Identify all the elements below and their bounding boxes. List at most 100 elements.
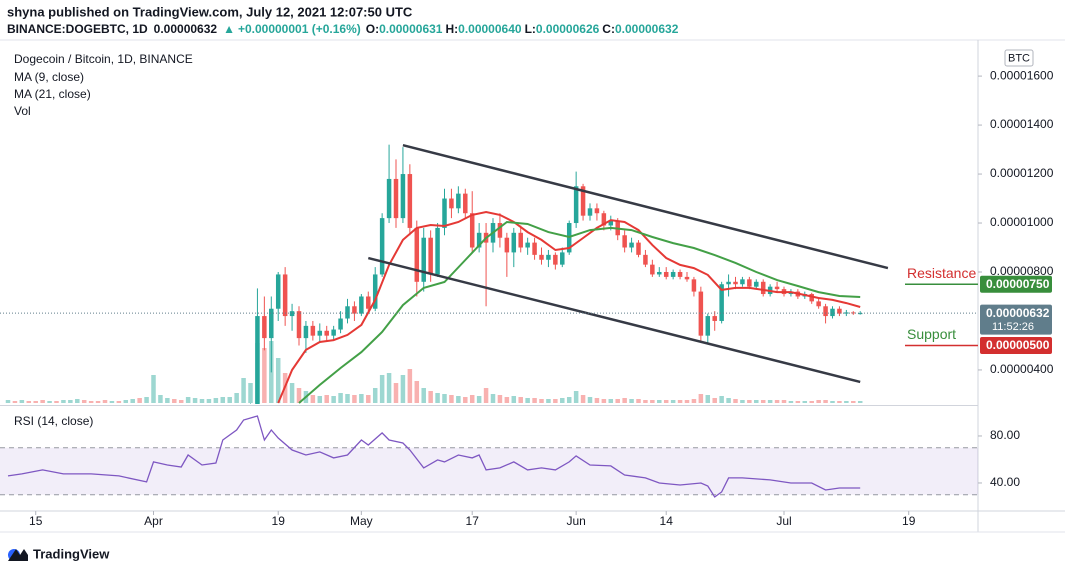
volume-bar bbox=[192, 398, 198, 403]
volume-bar bbox=[12, 401, 18, 403]
byline: shyna published on TradingView.com, July… bbox=[7, 4, 413, 19]
volume-bar bbox=[587, 397, 593, 403]
x-tick-label: May bbox=[350, 514, 373, 528]
volume-bar bbox=[566, 397, 572, 403]
level-label: Resistance bbox=[907, 265, 976, 281]
volume-bar bbox=[463, 397, 468, 403]
volume-bar bbox=[712, 398, 717, 403]
volume-bar bbox=[428, 391, 433, 403]
candle-body bbox=[289, 311, 295, 317]
candle-body bbox=[379, 218, 385, 275]
volume-bar bbox=[760, 400, 766, 403]
ohlc-value: 0.00000631 bbox=[379, 22, 443, 36]
volume-bar bbox=[88, 401, 94, 403]
volume-bar bbox=[275, 358, 281, 403]
volume-bar bbox=[643, 400, 648, 403]
volume-bar bbox=[518, 397, 523, 403]
volume-bar bbox=[740, 400, 745, 403]
volume-bar bbox=[594, 398, 600, 403]
y-tick-label: 0.00001600 bbox=[990, 68, 1054, 82]
candle-body bbox=[726, 281, 731, 285]
volume-bar bbox=[102, 400, 108, 403]
candle-body bbox=[719, 284, 724, 321]
candle-body bbox=[622, 235, 627, 248]
candle-body bbox=[421, 237, 426, 282]
x-tick-label: Apr bbox=[144, 514, 163, 528]
candle-body bbox=[269, 308, 274, 339]
candle-body bbox=[823, 306, 828, 317]
volume-bar bbox=[504, 397, 510, 403]
volume-bar bbox=[414, 381, 420, 403]
volume-bar bbox=[345, 394, 350, 403]
volume-bar bbox=[352, 395, 357, 403]
volume-bar bbox=[199, 399, 205, 403]
volume-bar bbox=[677, 400, 683, 403]
y-tick-label: 0.00000400 bbox=[990, 362, 1054, 376]
candle-body bbox=[511, 232, 517, 253]
volume-bar bbox=[553, 399, 558, 403]
candle-body bbox=[532, 242, 537, 255]
candle-body bbox=[386, 178, 392, 219]
candle-body bbox=[760, 281, 766, 295]
price: 0.00000632 bbox=[154, 22, 218, 36]
candle-body bbox=[601, 213, 607, 226]
volume-bar bbox=[788, 401, 794, 403]
candle-body bbox=[317, 330, 323, 336]
volume-bar bbox=[379, 375, 385, 403]
candle-body bbox=[740, 279, 745, 285]
volume-bar bbox=[636, 399, 641, 403]
volume-bar bbox=[241, 378, 246, 403]
volume-bar bbox=[684, 400, 690, 403]
x-tick-label: 19 bbox=[272, 514, 286, 528]
candle-body bbox=[698, 291, 704, 336]
candle-body bbox=[553, 254, 558, 265]
volume-bar bbox=[109, 401, 115, 403]
volume-bar bbox=[816, 400, 821, 403]
volume-bar bbox=[823, 400, 828, 403]
candle-body bbox=[428, 237, 433, 275]
candle-body bbox=[407, 174, 413, 228]
rsi-pane bbox=[0, 415, 978, 498]
volume-bar bbox=[560, 398, 565, 403]
candle-body bbox=[774, 286, 780, 290]
volume-bar bbox=[68, 400, 73, 403]
y-tick-label: 0.00001200 bbox=[990, 166, 1054, 180]
symbol: BINANCE:DOGEBTC, 1D bbox=[7, 22, 148, 36]
candle-body bbox=[282, 274, 288, 317]
volume-bar bbox=[165, 398, 170, 403]
volume-bar bbox=[185, 397, 191, 403]
y-tick-label: 0.00001000 bbox=[990, 215, 1054, 229]
legend-ma9: MA (9, close) bbox=[14, 70, 84, 84]
candle-body bbox=[580, 186, 586, 216]
volume-bar bbox=[95, 401, 101, 403]
volume-bar bbox=[5, 400, 11, 403]
candle-body bbox=[594, 208, 600, 214]
trend-line bbox=[367, 256, 861, 384]
volume-bar bbox=[705, 395, 711, 403]
candle-body bbox=[629, 242, 634, 248]
volume-bar bbox=[857, 401, 863, 403]
volume-bar bbox=[601, 399, 607, 403]
candle-body bbox=[338, 318, 343, 330]
candle-body bbox=[414, 227, 420, 282]
change: +0.00000001 (+0.16%) bbox=[238, 22, 361, 36]
price-pane bbox=[0, 143, 978, 404]
volume-bar bbox=[206, 399, 212, 403]
level-tag-label: 0.00000750 bbox=[986, 277, 1050, 291]
volume-bar bbox=[691, 399, 697, 403]
volume-bar bbox=[47, 401, 52, 403]
candle-body bbox=[504, 237, 510, 253]
candle-body bbox=[400, 174, 406, 219]
candle-body bbox=[677, 271, 683, 277]
x-tick-label: 14 bbox=[660, 514, 674, 528]
volume-bar bbox=[151, 375, 156, 403]
volume-bar bbox=[289, 383, 295, 403]
x-tick-label: Jul bbox=[776, 514, 791, 528]
volume-bar bbox=[483, 388, 489, 403]
volume-bar bbox=[525, 398, 530, 403]
volume-bar bbox=[234, 393, 239, 403]
candle-body bbox=[469, 213, 475, 248]
candle-body bbox=[712, 316, 717, 321]
candle-body bbox=[705, 316, 711, 336]
